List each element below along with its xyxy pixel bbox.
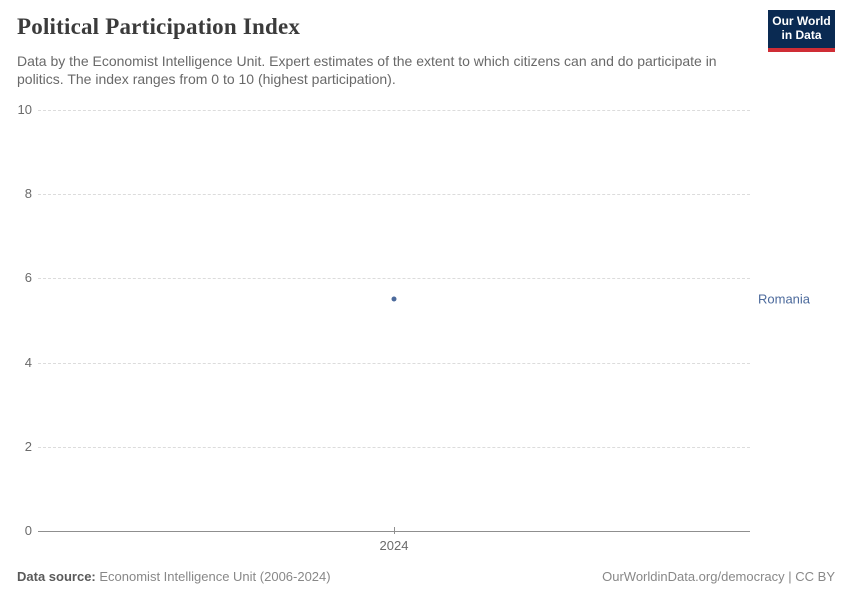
gridline — [38, 446, 750, 448]
chart-title: Political Participation Index — [17, 14, 301, 39]
gridline — [38, 362, 750, 364]
y-tick-label: 4 — [24, 354, 32, 370]
entity-label-romania[interactable]: Romania — [758, 291, 811, 307]
y-tick-label: 2 — [24, 438, 32, 454]
gridline — [38, 278, 750, 280]
data-point-romania[interactable] — [391, 296, 397, 302]
y-tick-label: 6 — [24, 270, 32, 286]
license-link[interactable]: OurWorldinData.org/democracy | CC BY — [602, 569, 835, 584]
owid-logo-line1: Our World — [772, 14, 831, 28]
y-tick-label: 10 — [17, 102, 32, 117]
data-source-note: Data source: Economist Intelligence Unit… — [17, 569, 331, 584]
chart-subtitle: Data by the Economist Intelligence Unit.… — [17, 53, 717, 87]
data-source-label: Data source: — [17, 569, 96, 584]
owid-logo[interactable]: Our World in Data — [768, 10, 835, 52]
owid-logo-line2: in Data — [781, 28, 822, 42]
gridline — [38, 110, 750, 111]
data-source-text: Economist Intelligence Unit (2006-2024) — [95, 569, 331, 584]
x-tick-label: 2024 — [379, 538, 409, 553]
y-tick-label: 0 — [24, 523, 32, 538]
x-tick — [394, 527, 395, 534]
gridline — [38, 194, 750, 196]
y-tick-label: 8 — [24, 186, 32, 202]
